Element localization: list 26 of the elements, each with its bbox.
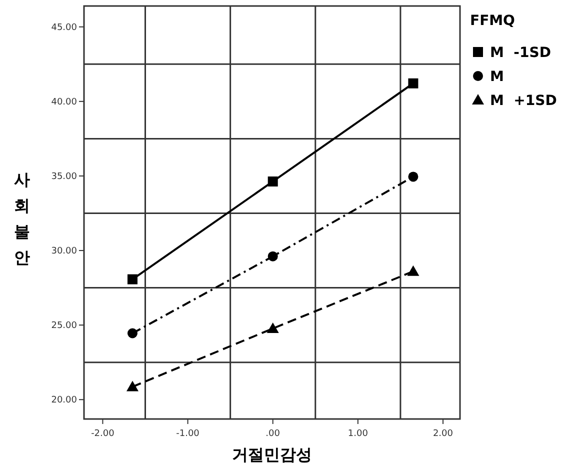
legend-label: M +1SD [490,93,557,109]
y-tick-label: 20.00 [51,396,78,406]
point [266,322,279,333]
x-tick-label: -2.00 [91,429,115,439]
point [127,328,138,338]
x-axis-title: 거절민감성 [232,445,312,464]
legend-label: M [490,69,504,85]
y-axis-title: 사회불안 [14,170,30,267]
x-tick-label: -1.00 [176,429,200,439]
x-tick-label: .00 [266,429,280,439]
y-tick-label: 40.00 [51,97,78,108]
point [407,265,420,276]
point [408,78,418,88]
y-tick-label: 25.00 [51,321,78,332]
point [268,176,278,186]
y-tick-label: 45.00 [51,22,78,33]
legend-title: FFMQ [470,13,516,29]
x-tick-label: 1.00 [348,429,368,439]
y-tick-label: 35.00 [51,172,78,182]
x-tick-label: 2.00 [432,429,454,439]
point [268,251,278,262]
y-tick-label: 30.00 [51,246,78,257]
point [127,274,138,284]
point [408,172,418,182]
legend-label: M -1SD [490,45,551,61]
point [126,380,138,392]
